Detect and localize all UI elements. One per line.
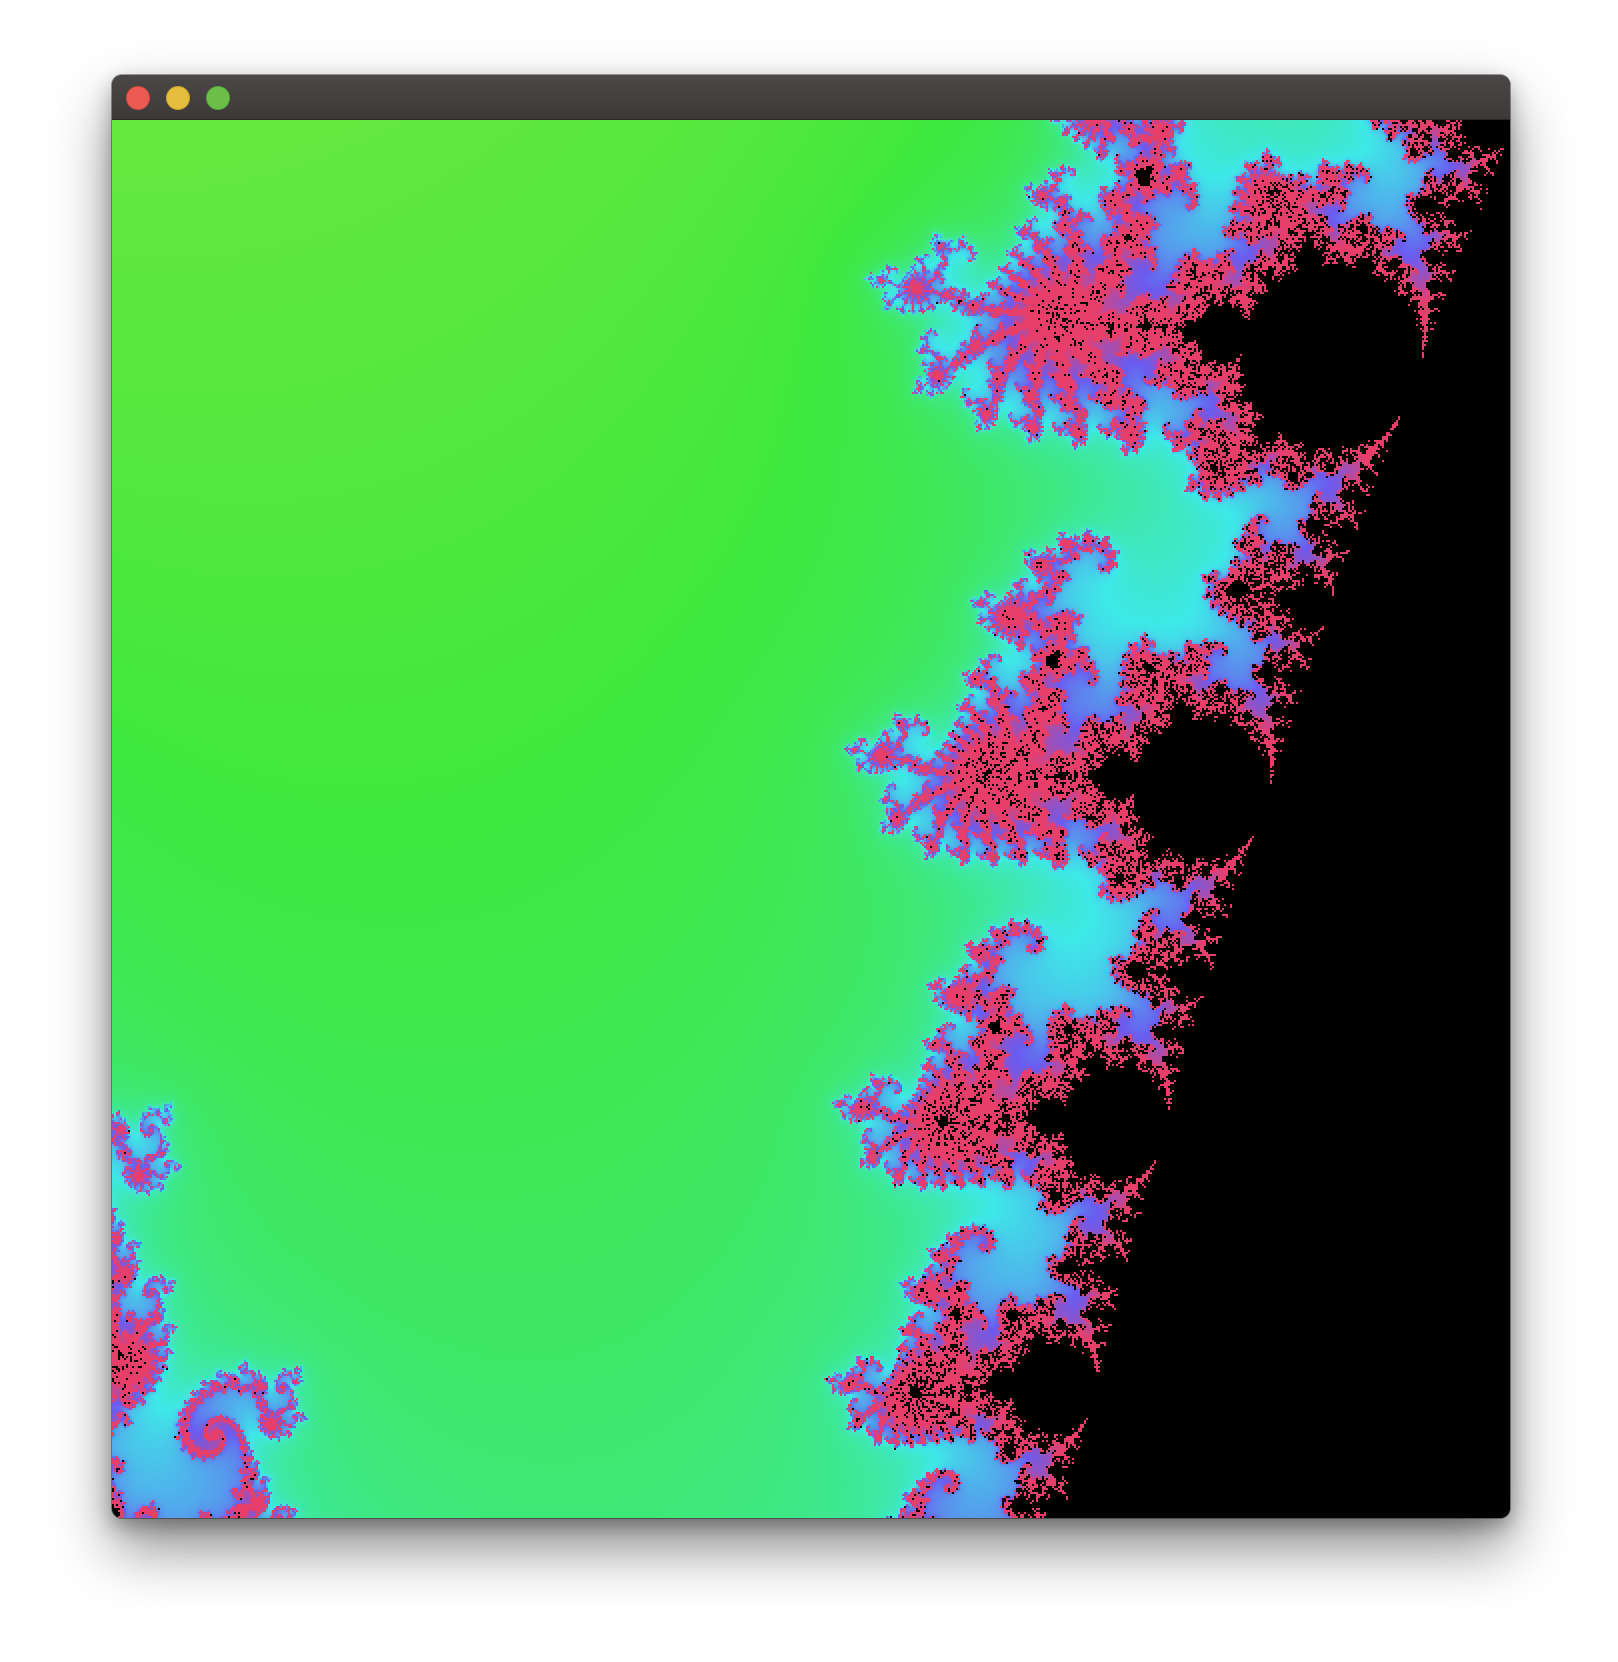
minimize-window-button[interactable] xyxy=(166,86,190,110)
close-window-button[interactable] xyxy=(126,86,150,110)
mandelbrot-canvas[interactable] xyxy=(112,120,1510,1518)
app-window xyxy=(112,75,1510,1518)
maximize-window-button[interactable] xyxy=(206,86,230,110)
fractal-view[interactable] xyxy=(112,120,1510,1518)
window-titlebar[interactable] xyxy=(112,75,1510,120)
